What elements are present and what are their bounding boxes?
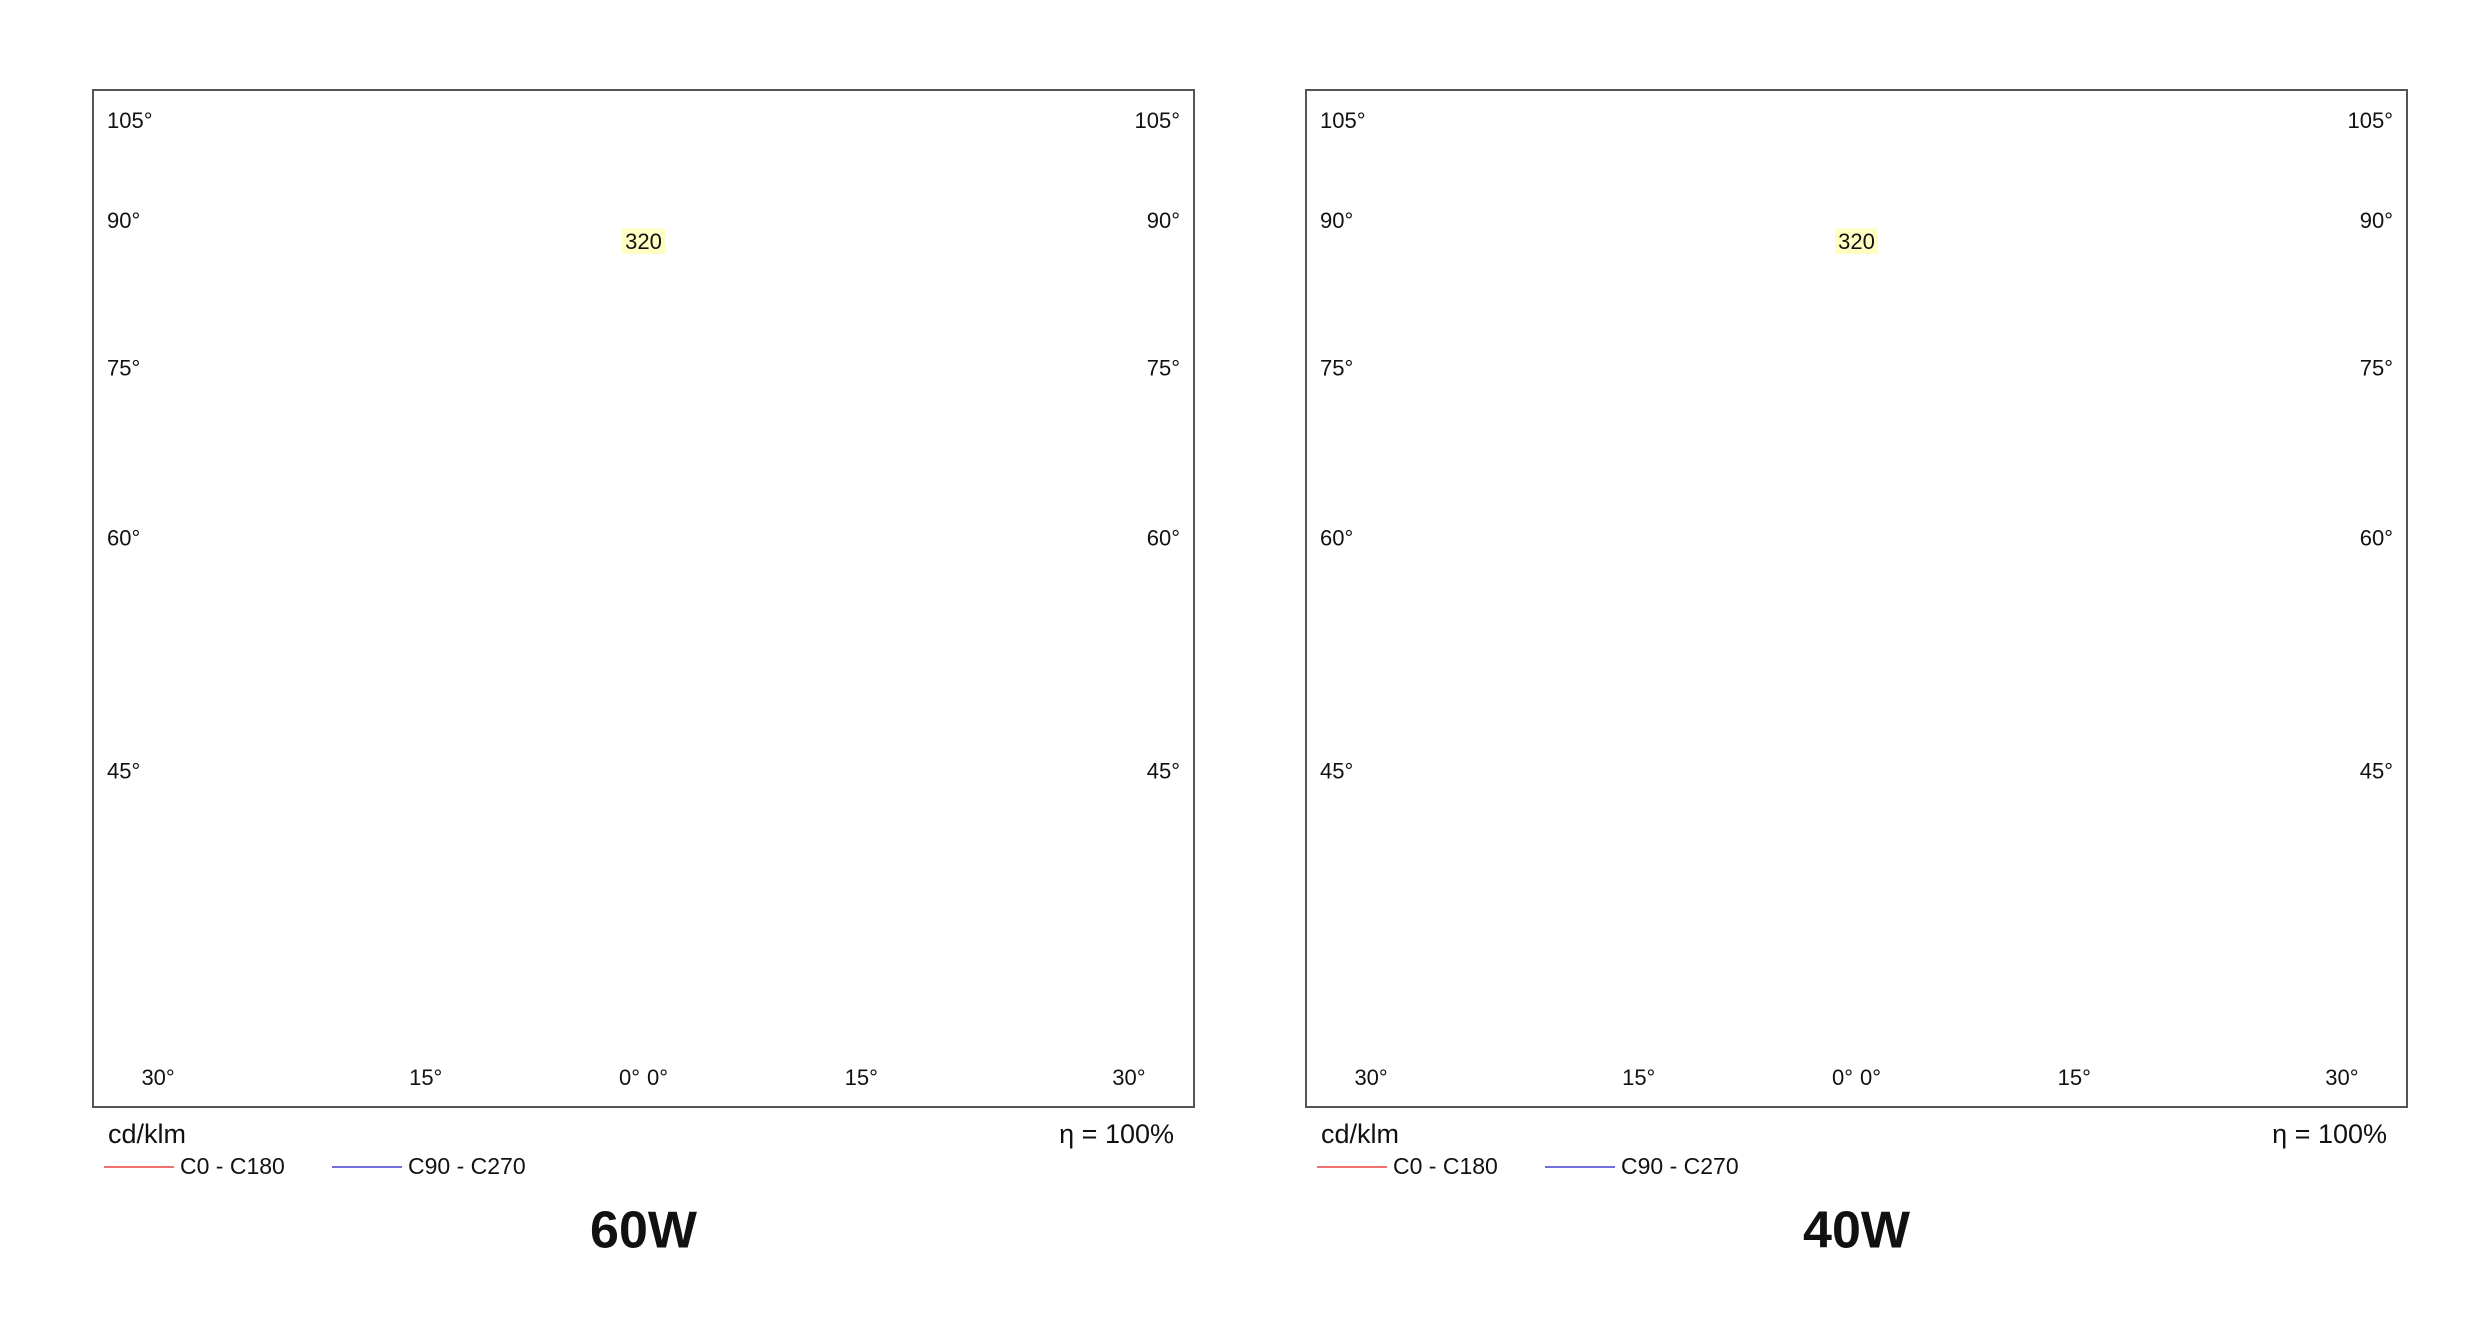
label-bg [1835,229,1878,255]
polar-chart: 1602403200°0°15°15°30°30°45°45°60°60°75°… [1305,89,2408,1260]
legend-label: C90 - C270 [408,1153,526,1179]
angle-tick-label: 90° [1320,208,1353,233]
efficiency-label: η = 100% [2272,1119,2387,1149]
angle-tick-label: 60° [2360,526,2393,551]
angle-tick-label: 60° [1320,526,1353,551]
angle-tick-label: 105° [1320,108,1366,133]
angle-tick-label: 75° [2360,355,2393,380]
label-bg [622,229,665,255]
angle-tick-label: 0° [1860,1065,1881,1090]
chart-title: 60W [590,1202,698,1260]
angle-tick-label: 45° [107,758,140,783]
angle-tick-label: 60° [1147,526,1180,551]
angle-tick-label: 45° [2360,758,2393,783]
unit-label: cd/klm [108,1119,186,1149]
angle-tick-label: 0° [619,1065,640,1090]
angle-tick-label: 90° [2360,208,2393,233]
angle-tick-label: 60° [107,526,140,551]
angle-tick-label: 15° [845,1065,878,1090]
angle-tick-label: 90° [107,208,140,233]
angle-tick-label: 105° [2347,108,2393,133]
chart-title: 40W [1803,1202,1911,1260]
angle-tick-label: 45° [1147,758,1180,783]
angle-tick-label: 30° [141,1065,174,1090]
angle-tick-label: 30° [2325,1065,2358,1090]
angle-tick-label: 90° [1147,208,1180,233]
angle-tick-label: 30° [1354,1065,1387,1090]
unit-label: cd/klm [1321,1119,1399,1149]
angle-tick-label: 15° [1622,1065,1655,1090]
angle-tick-label: 75° [107,355,140,380]
angle-tick-label: 15° [2058,1065,2091,1090]
angle-tick-label: 15° [409,1065,442,1090]
r-tick-label: 320 [1838,229,1875,254]
angle-tick-label: 0° [647,1065,668,1090]
angle-tick-label: 75° [1147,355,1180,380]
efficiency-label: η = 100% [1059,1119,1174,1149]
plot-frame [92,89,1195,1108]
plot-frame [1305,89,2408,1108]
angle-tick-label: 105° [107,108,153,133]
angle-tick-label: 105° [1134,108,1180,133]
angle-tick-label: 0° [1832,1065,1853,1090]
polar-chart: 1602403200°0°15°15°30°30°45°45°60°60°75°… [92,89,1195,1260]
angle-tick-label: 45° [1320,758,1353,783]
legend-label: C0 - C180 [180,1153,285,1179]
angle-tick-label: 75° [1320,355,1353,380]
legend-label: C90 - C270 [1621,1153,1739,1179]
legend-label: C0 - C180 [1393,1153,1498,1179]
r-tick-label: 320 [625,229,662,254]
angle-tick-label: 30° [1112,1065,1145,1090]
